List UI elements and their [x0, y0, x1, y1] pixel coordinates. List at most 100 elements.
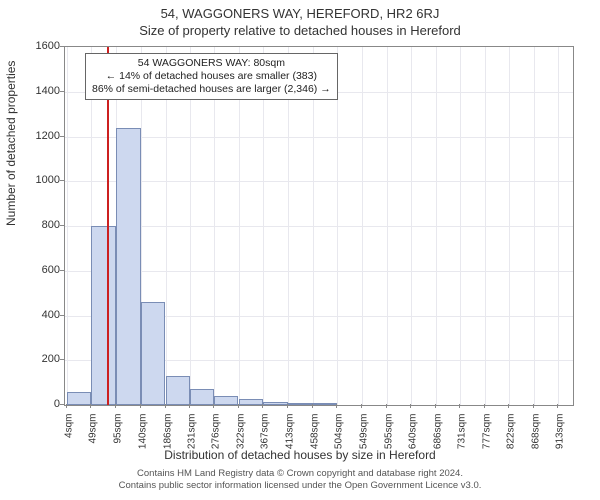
x-tick-mark [336, 404, 337, 408]
x-tick-label: 276sqm [211, 414, 222, 464]
x-tick-mark [484, 404, 485, 408]
x-tick-mark [508, 404, 509, 408]
y-tick-mark [60, 180, 64, 181]
y-tick-mark [60, 315, 64, 316]
annotation-line-3: 86% of semi-detached houses are larger (… [92, 83, 331, 96]
y-tick-label: 400 [20, 309, 60, 321]
footer-attribution: Contains HM Land Registry data © Crown c… [0, 468, 600, 492]
x-tick-mark [533, 404, 534, 408]
y-tick-label: 1600 [20, 40, 60, 52]
y-tick-mark [60, 91, 64, 92]
x-tick-mark [386, 404, 387, 408]
y-tick-label: 600 [20, 264, 60, 276]
x-tick-mark [557, 404, 558, 408]
gridline-v [288, 47, 289, 405]
x-tick-label: 49sqm [88, 414, 99, 464]
x-tick-label: 140sqm [137, 414, 148, 464]
y-tick-mark [60, 136, 64, 137]
y-tick-label: 1000 [20, 174, 60, 186]
gridline-v [436, 47, 437, 405]
gridline-v [362, 47, 363, 405]
gridline-v [534, 47, 535, 405]
page-subtitle: Size of property relative to detached ho… [0, 21, 600, 42]
y-axis-label: Number of detached properties [4, 61, 18, 226]
y-tick-label: 200 [20, 353, 60, 365]
histogram-bar [313, 403, 337, 405]
histogram-bar [190, 389, 214, 405]
x-tick-label: 504sqm [334, 414, 345, 464]
gridline-v [214, 47, 215, 405]
gridline-v [411, 47, 412, 405]
histogram-bar [67, 392, 91, 405]
x-tick-label: 367sqm [260, 414, 271, 464]
gridline-v [263, 47, 264, 405]
annotation-line-1: 54 WAGGONERS WAY: 80sqm [92, 57, 331, 70]
histogram-bar [288, 403, 312, 405]
x-tick-label: 322sqm [236, 414, 247, 464]
x-tick-mark [165, 404, 166, 408]
annotation-line-2: ← 14% of detached houses are smaller (38… [92, 70, 331, 83]
y-tick-label: 800 [20, 219, 60, 231]
histogram-bar [91, 226, 115, 405]
x-tick-mark [115, 404, 116, 408]
reference-line [107, 47, 109, 405]
y-tick-label: 1200 [20, 130, 60, 142]
x-tick-label: 413sqm [285, 414, 296, 464]
gridline-v [239, 47, 240, 405]
x-tick-label: 868sqm [531, 414, 542, 464]
x-tick-label: 822sqm [506, 414, 517, 464]
histogram-bar [239, 399, 263, 405]
gridline-v [190, 47, 191, 405]
histogram-bar [263, 402, 287, 405]
x-tick-mark [459, 404, 460, 408]
x-tick-mark [90, 404, 91, 408]
x-tick-mark [312, 404, 313, 408]
x-tick-label: 640sqm [407, 414, 418, 464]
x-tick-label: 458sqm [309, 414, 320, 464]
x-tick-label: 95sqm [113, 414, 124, 464]
histogram-bar [141, 302, 165, 405]
y-tick-label: 1400 [20, 85, 60, 97]
gridline-v [313, 47, 314, 405]
gridline-v [460, 47, 461, 405]
x-tick-mark [140, 404, 141, 408]
gridline-v [337, 47, 338, 405]
x-tick-label: 595sqm [383, 414, 394, 464]
y-tick-mark [60, 225, 64, 226]
x-tick-label: 686sqm [432, 414, 443, 464]
page-title: 54, WAGGONERS WAY, HEREFORD, HR2 6RJ [0, 0, 600, 21]
x-tick-mark [213, 404, 214, 408]
x-tick-label: 4sqm [64, 414, 75, 464]
x-tick-label: 549sqm [358, 414, 369, 464]
gridline-v [485, 47, 486, 405]
y-tick-mark [60, 46, 64, 47]
gridline-v [67, 47, 68, 405]
footer-line-1: Contains HM Land Registry data © Crown c… [0, 468, 600, 480]
x-tick-mark [66, 404, 67, 408]
x-tick-label: 231sqm [186, 414, 197, 464]
histogram-bar [214, 396, 238, 405]
x-tick-label: 731sqm [457, 414, 468, 464]
x-tick-mark [189, 404, 190, 408]
x-tick-mark [361, 404, 362, 408]
y-tick-label: 0 [20, 398, 60, 410]
x-tick-label: 913sqm [555, 414, 566, 464]
gridline-v [558, 47, 559, 405]
y-tick-mark [60, 270, 64, 271]
x-tick-mark [410, 404, 411, 408]
gridline-v [509, 47, 510, 405]
x-tick-mark [262, 404, 263, 408]
x-tick-mark [238, 404, 239, 408]
x-tick-mark [287, 404, 288, 408]
histogram-bar [166, 376, 190, 405]
histogram-bar [116, 128, 140, 405]
annotation-box: 54 WAGGONERS WAY: 80sqm← 14% of detached… [85, 53, 338, 100]
histogram-chart: 54 WAGGONERS WAY: 80sqm← 14% of detached… [64, 46, 574, 406]
footer-line-2: Contains public sector information licen… [0, 480, 600, 492]
gridline-v [387, 47, 388, 405]
x-tick-mark [435, 404, 436, 408]
gridline-v [166, 47, 167, 405]
x-tick-label: 777sqm [481, 414, 492, 464]
x-tick-label: 186sqm [162, 414, 173, 464]
y-tick-mark [60, 404, 64, 405]
